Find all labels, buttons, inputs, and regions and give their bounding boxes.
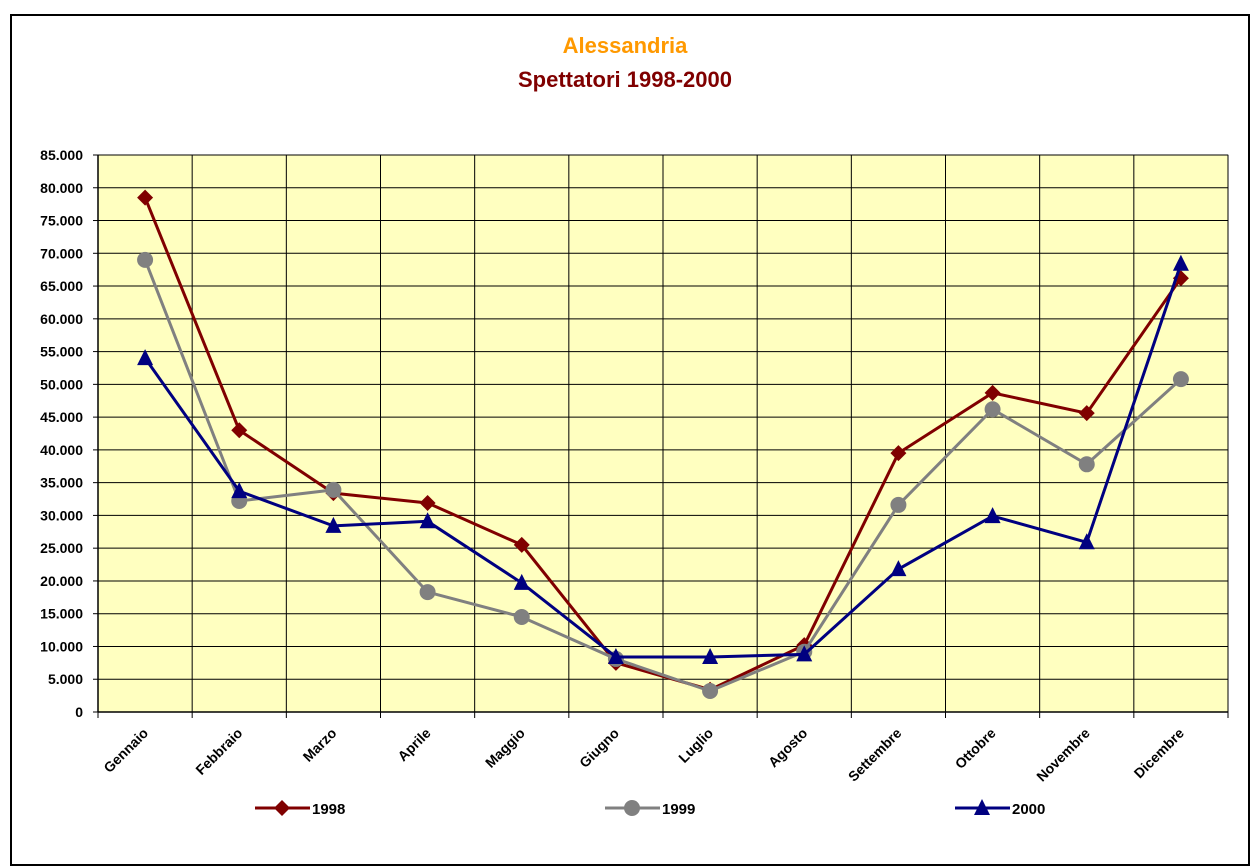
y-tick-label: 10.000 (40, 638, 83, 654)
marker-circle (325, 481, 342, 498)
marker-diamond (231, 422, 248, 439)
marker-circle (890, 496, 907, 513)
y-tick-label: 70.000 (40, 245, 83, 261)
y-tick-label: 5.000 (48, 671, 83, 687)
marker-circle (624, 800, 640, 816)
marker-triangle (890, 560, 907, 577)
y-tick-label: 15.000 (40, 606, 83, 622)
marker-circle (1172, 371, 1189, 388)
marker-diamond (890, 445, 907, 462)
marker-circle (419, 584, 436, 601)
marker-triangle (325, 516, 342, 533)
chart-title: Alessandria (563, 33, 688, 58)
series-line (143, 259, 1182, 693)
legend-label: 2000 (1012, 801, 1045, 818)
marker-triangle (974, 799, 990, 815)
marker-circle (513, 608, 530, 625)
legend-label: 1999 (662, 801, 695, 818)
marker-triangle (513, 573, 530, 590)
marker-diamond (274, 800, 290, 816)
marker-diamond (513, 536, 530, 553)
series-line (143, 263, 1183, 659)
y-tick-label: 60.000 (40, 311, 83, 327)
marker-diamond (419, 494, 436, 511)
y-tick-label: 75.000 (40, 213, 83, 229)
y-tick-label: 45.000 (40, 409, 83, 425)
y-tick-label: 20.000 (40, 573, 83, 589)
marker-triangle (419, 512, 436, 529)
marker-diamond (137, 189, 154, 206)
marker-triangle (607, 647, 624, 664)
y-tick-label: 85.000 (40, 147, 83, 163)
marker-triangle (137, 349, 154, 366)
y-tick-label: 65.000 (40, 278, 83, 294)
y-tick-label: 30.000 (40, 507, 83, 523)
y-tick-label: 25.000 (40, 540, 83, 556)
marker-triangle (1078, 533, 1095, 550)
y-tick-label: 80.000 (40, 180, 83, 196)
marker-circle (1078, 456, 1095, 473)
marker-diamond (1078, 405, 1095, 422)
y-tick-label: 50.000 (40, 376, 83, 392)
marker-triangle (231, 482, 248, 499)
marker-circle (137, 251, 154, 268)
marker-triangle (1172, 254, 1189, 271)
marker-triangle (796, 645, 813, 662)
y-tick-label: 55.000 (40, 344, 83, 360)
marker-triangle (984, 507, 1001, 524)
marker-circle (702, 683, 719, 700)
y-tick-label: 40.000 (40, 442, 83, 458)
marker-triangle (702, 647, 719, 664)
marker-diamond (984, 384, 1001, 401)
chart-subtitle: Spettatori 1998-2000 (518, 67, 732, 92)
marker-circle (984, 401, 1001, 418)
y-tick-label: 35.000 (40, 475, 83, 491)
legend-label: 1998 (312, 801, 345, 818)
y-tick-label: 0 (75, 704, 83, 720)
